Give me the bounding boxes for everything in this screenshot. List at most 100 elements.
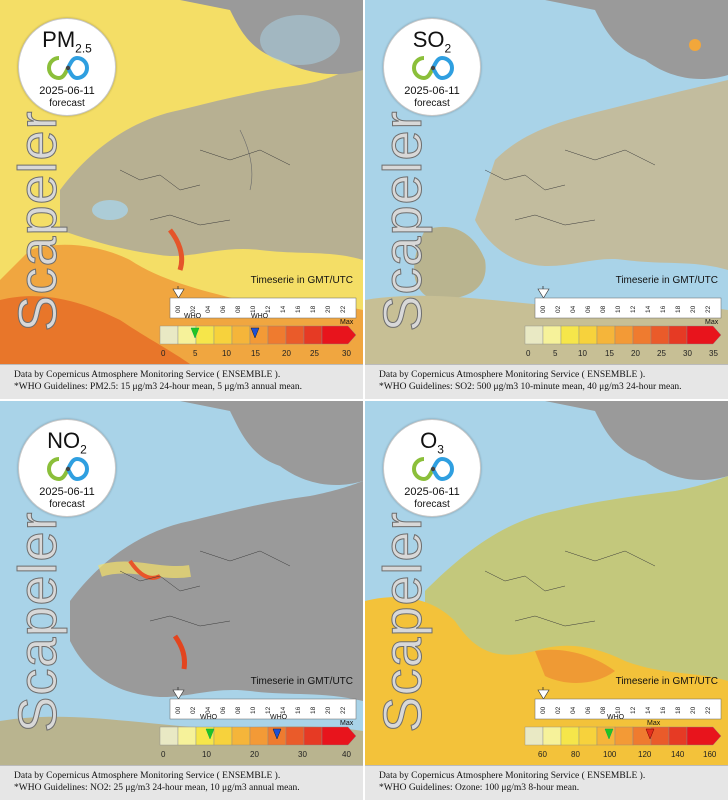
- timeserie-label: Timeserie in GMT/UTC: [250, 676, 353, 687]
- who-label: WHO: [200, 714, 218, 721]
- o3-badge: O3 2025-06-11 forecast: [383, 419, 481, 517]
- scale-value: 15: [251, 349, 260, 358]
- infinity-logo-icon: [47, 456, 89, 482]
- who-daily-marker-icon: [250, 327, 260, 339]
- who-guideline-text: *WHO Guidelines: NO2: 25 μg/m3 24-hour m…: [14, 783, 300, 793]
- scale-value: 10: [222, 349, 231, 358]
- hour-label: 16: [660, 706, 667, 714]
- who-label: WHO: [607, 714, 625, 721]
- forecast-label: forecast: [49, 98, 85, 109]
- brand-watermark: Scapeler: [373, 110, 434, 332]
- hour-label: 20: [325, 706, 332, 714]
- scale-value: 60: [538, 750, 547, 759]
- max-label: Max: [340, 720, 354, 727]
- scale-value: 0: [161, 750, 166, 759]
- color-scale: [159, 726, 357, 746]
- hour-label: 14: [280, 305, 287, 313]
- max-label: Max: [705, 319, 719, 326]
- time-marker-icon: [172, 288, 185, 299]
- color-scale: [159, 325, 357, 345]
- scale-value: 160: [703, 750, 717, 759]
- hour-label: 16: [660, 305, 667, 313]
- scale-value: 140: [671, 750, 685, 759]
- hour-label: 00: [175, 305, 182, 313]
- data-source-text: Data by Copernicus Atmosphere Monitoring…: [14, 370, 281, 380]
- forecast-date: 2025-06-11: [404, 85, 460, 97]
- hour-label: 02: [190, 706, 197, 714]
- scale-value: 20: [631, 349, 640, 358]
- hour-label: 06: [585, 706, 592, 714]
- scale-value: 0: [161, 349, 166, 358]
- scale-value: 5: [553, 349, 558, 358]
- pm25-legend: 00 02 04 06 08 10 12 14 16 18 20 22 WHO …: [159, 286, 357, 358]
- hour-label: 22: [705, 706, 712, 714]
- scale-value: 35: [709, 349, 718, 358]
- forecast-date: 2025-06-11: [404, 486, 460, 498]
- o3-footer: Data by Copernicus Atmosphere Monitoring…: [365, 765, 728, 800]
- hour-label: 08: [235, 706, 242, 714]
- hour-label: 12: [630, 305, 637, 313]
- hour-label: 00: [175, 706, 182, 714]
- hour-label: 16: [295, 305, 302, 313]
- hour-ticks: 00 02 04 06 08 10 12 14 16 18 20 22: [175, 706, 347, 714]
- hour-label: 10: [615, 305, 622, 313]
- forecast-date: 2025-06-11: [39, 486, 95, 498]
- pollutant-title: NO2: [47, 428, 87, 457]
- hour-label: 04: [205, 706, 212, 714]
- hour-label: 02: [190, 305, 197, 313]
- so2-panel: SO2 2025-06-11 forecast Scapeler Timeser…: [365, 0, 728, 399]
- who-daily-marker-icon: [272, 728, 282, 740]
- who-label: WHO: [270, 714, 288, 721]
- scale-value: 25: [310, 349, 319, 358]
- brand-watermark: Scapeler: [373, 511, 434, 733]
- who-label: WHO: [184, 313, 202, 320]
- hour-label: 14: [645, 706, 652, 714]
- who-annual-marker-icon: [190, 327, 200, 339]
- time-marker-icon: [537, 689, 550, 700]
- hour-ticks: 00 02 04 06 08 10 12 14 16 18 20 22: [175, 305, 347, 313]
- max-label: Max: [647, 720, 661, 727]
- hour-label: 10: [250, 305, 257, 313]
- data-source-text: Data by Copernicus Atmosphere Monitoring…: [14, 771, 281, 781]
- scale-values: 60 80 100 120 140 160: [538, 750, 717, 759]
- pollutant-title: O3: [420, 428, 444, 457]
- hour-label: 16: [295, 706, 302, 714]
- hour-label: 18: [675, 706, 682, 714]
- so2-footer: Data by Copernicus Atmosphere Monitoring…: [365, 364, 728, 399]
- scale-value: 5: [193, 349, 198, 358]
- scale-value: 30: [342, 349, 351, 358]
- who-label: WHO: [251, 313, 269, 320]
- hour-label: 22: [705, 305, 712, 313]
- scale-values: 0 10 20 30 40: [161, 750, 351, 759]
- color-scale: [524, 726, 722, 746]
- brand-watermark: Scapeler: [8, 511, 69, 733]
- hour-label: 18: [675, 305, 682, 313]
- time-marker-icon: [172, 689, 185, 700]
- time-marker-icon: [537, 288, 550, 299]
- scale-value: 80: [571, 750, 580, 759]
- who-annual-marker-icon: [205, 728, 215, 740]
- brand-watermark: Scapeler: [8, 110, 69, 332]
- scale-value: 10: [578, 349, 587, 358]
- forecast-date: 2025-06-11: [39, 85, 95, 97]
- forecast-label: forecast: [414, 499, 450, 510]
- hour-label: 00: [540, 706, 547, 714]
- hour-label: 00: [540, 305, 547, 313]
- no2-footer: Data by Copernicus Atmosphere Monitoring…: [0, 765, 363, 800]
- data-source-text: Data by Copernicus Atmosphere Monitoring…: [379, 370, 646, 380]
- hour-label: 22: [340, 706, 347, 714]
- scale-value: 120: [638, 750, 652, 759]
- hour-label: 12: [265, 305, 272, 313]
- hour-label: 18: [310, 706, 317, 714]
- scale-value: 30: [298, 750, 307, 759]
- no2-legend: 00 02 04 06 08 10 12 14 16 18 20 22 WHO …: [159, 687, 357, 759]
- scale-values: 0 5 10 15 20 25 30: [161, 349, 351, 358]
- scale-value: 100: [603, 750, 617, 759]
- hour-label: 08: [235, 305, 242, 313]
- hour-ticks: 00 02 04 06 08 10 12 14 16 18 20 22: [540, 706, 712, 714]
- data-source-text: Data by Copernicus Atmosphere Monitoring…: [379, 771, 646, 781]
- timeserie-label: Timeserie in GMT/UTC: [615, 676, 718, 687]
- hour-label: 04: [205, 305, 212, 313]
- max-marker-icon: [645, 728, 655, 740]
- infinity-logo-icon: [412, 55, 454, 81]
